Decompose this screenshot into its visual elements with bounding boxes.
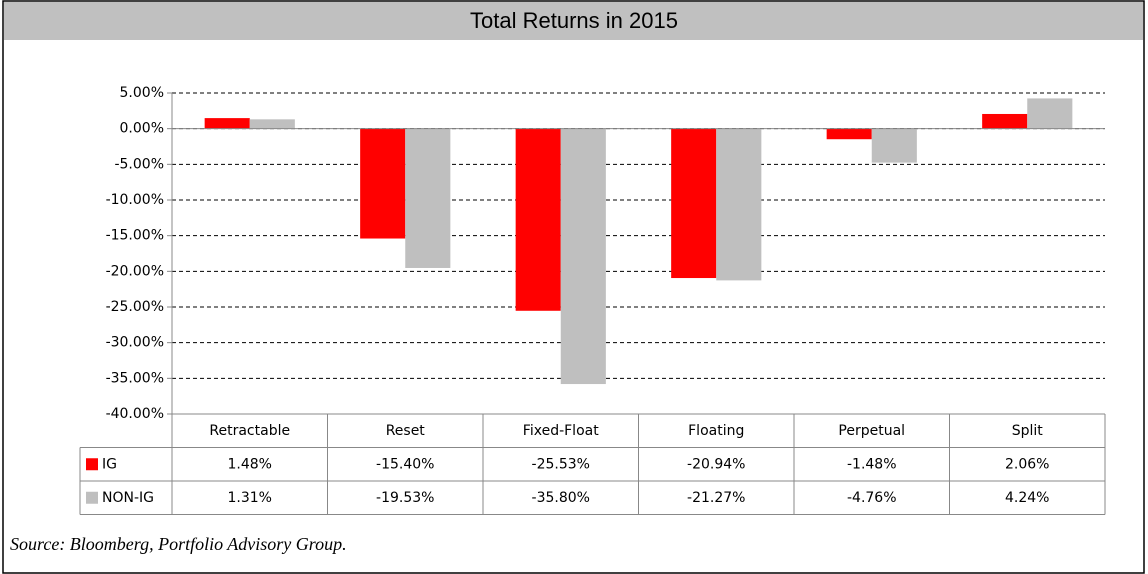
table-value: 4.24% [1005, 490, 1049, 506]
bar [560, 128, 606, 385]
chart-title: Total Returns in 2015 [470, 8, 678, 33]
y-tick-label: -15.00% [106, 228, 164, 244]
table-value: -25.53% [532, 456, 590, 472]
table-value: 1.48% [228, 456, 272, 472]
table-value: -4.76% [847, 490, 897, 506]
bar [204, 118, 250, 129]
table-value: -21.27% [687, 490, 745, 506]
y-tick-label: -25.00% [106, 299, 164, 315]
table-value: -19.53% [376, 490, 434, 506]
bar [1027, 98, 1073, 129]
bar [716, 128, 762, 281]
y-tick-label: 5.00% [120, 85, 164, 101]
y-tick-label: -5.00% [114, 156, 164, 172]
table-value: -20.94% [687, 456, 745, 472]
bar [249, 119, 295, 129]
bar [982, 113, 1028, 129]
bar [871, 128, 917, 163]
bar [360, 128, 406, 239]
table-value: -1.48% [847, 456, 897, 472]
bar [405, 128, 451, 268]
legend-swatch [86, 458, 98, 471]
x-tick-label: Floating [688, 423, 744, 439]
table-value: 1.31% [228, 490, 272, 506]
y-tick-label: -35.00% [106, 370, 164, 386]
bar [826, 128, 872, 140]
x-tick-label: Split [1012, 423, 1044, 439]
source-note: Source: Bloomberg, Portfolio Advisory Gr… [10, 534, 347, 554]
y-tick-label: 0.00% [120, 121, 164, 137]
y-tick-label: -20.00% [106, 263, 164, 279]
bar [515, 128, 561, 311]
y-tick-label: -30.00% [106, 335, 164, 351]
table-value: -15.40% [376, 456, 434, 472]
legend-label: NON-IG [102, 490, 154, 506]
table-value: -35.80% [532, 490, 590, 506]
y-tick-label: -10.00% [106, 192, 164, 208]
table-value: 2.06% [1005, 456, 1049, 472]
x-tick-label: Perpetual [838, 423, 905, 439]
x-tick-label: Reset [386, 423, 426, 439]
legend-label: IG [102, 456, 117, 472]
title-bar [4, 2, 1143, 40]
x-tick-label: Fixed-Float [523, 423, 599, 439]
bar [671, 128, 717, 279]
y-tick-label: -40.00% [106, 406, 164, 422]
x-tick-label: Retractable [209, 423, 290, 439]
legend-swatch [86, 491, 98, 504]
